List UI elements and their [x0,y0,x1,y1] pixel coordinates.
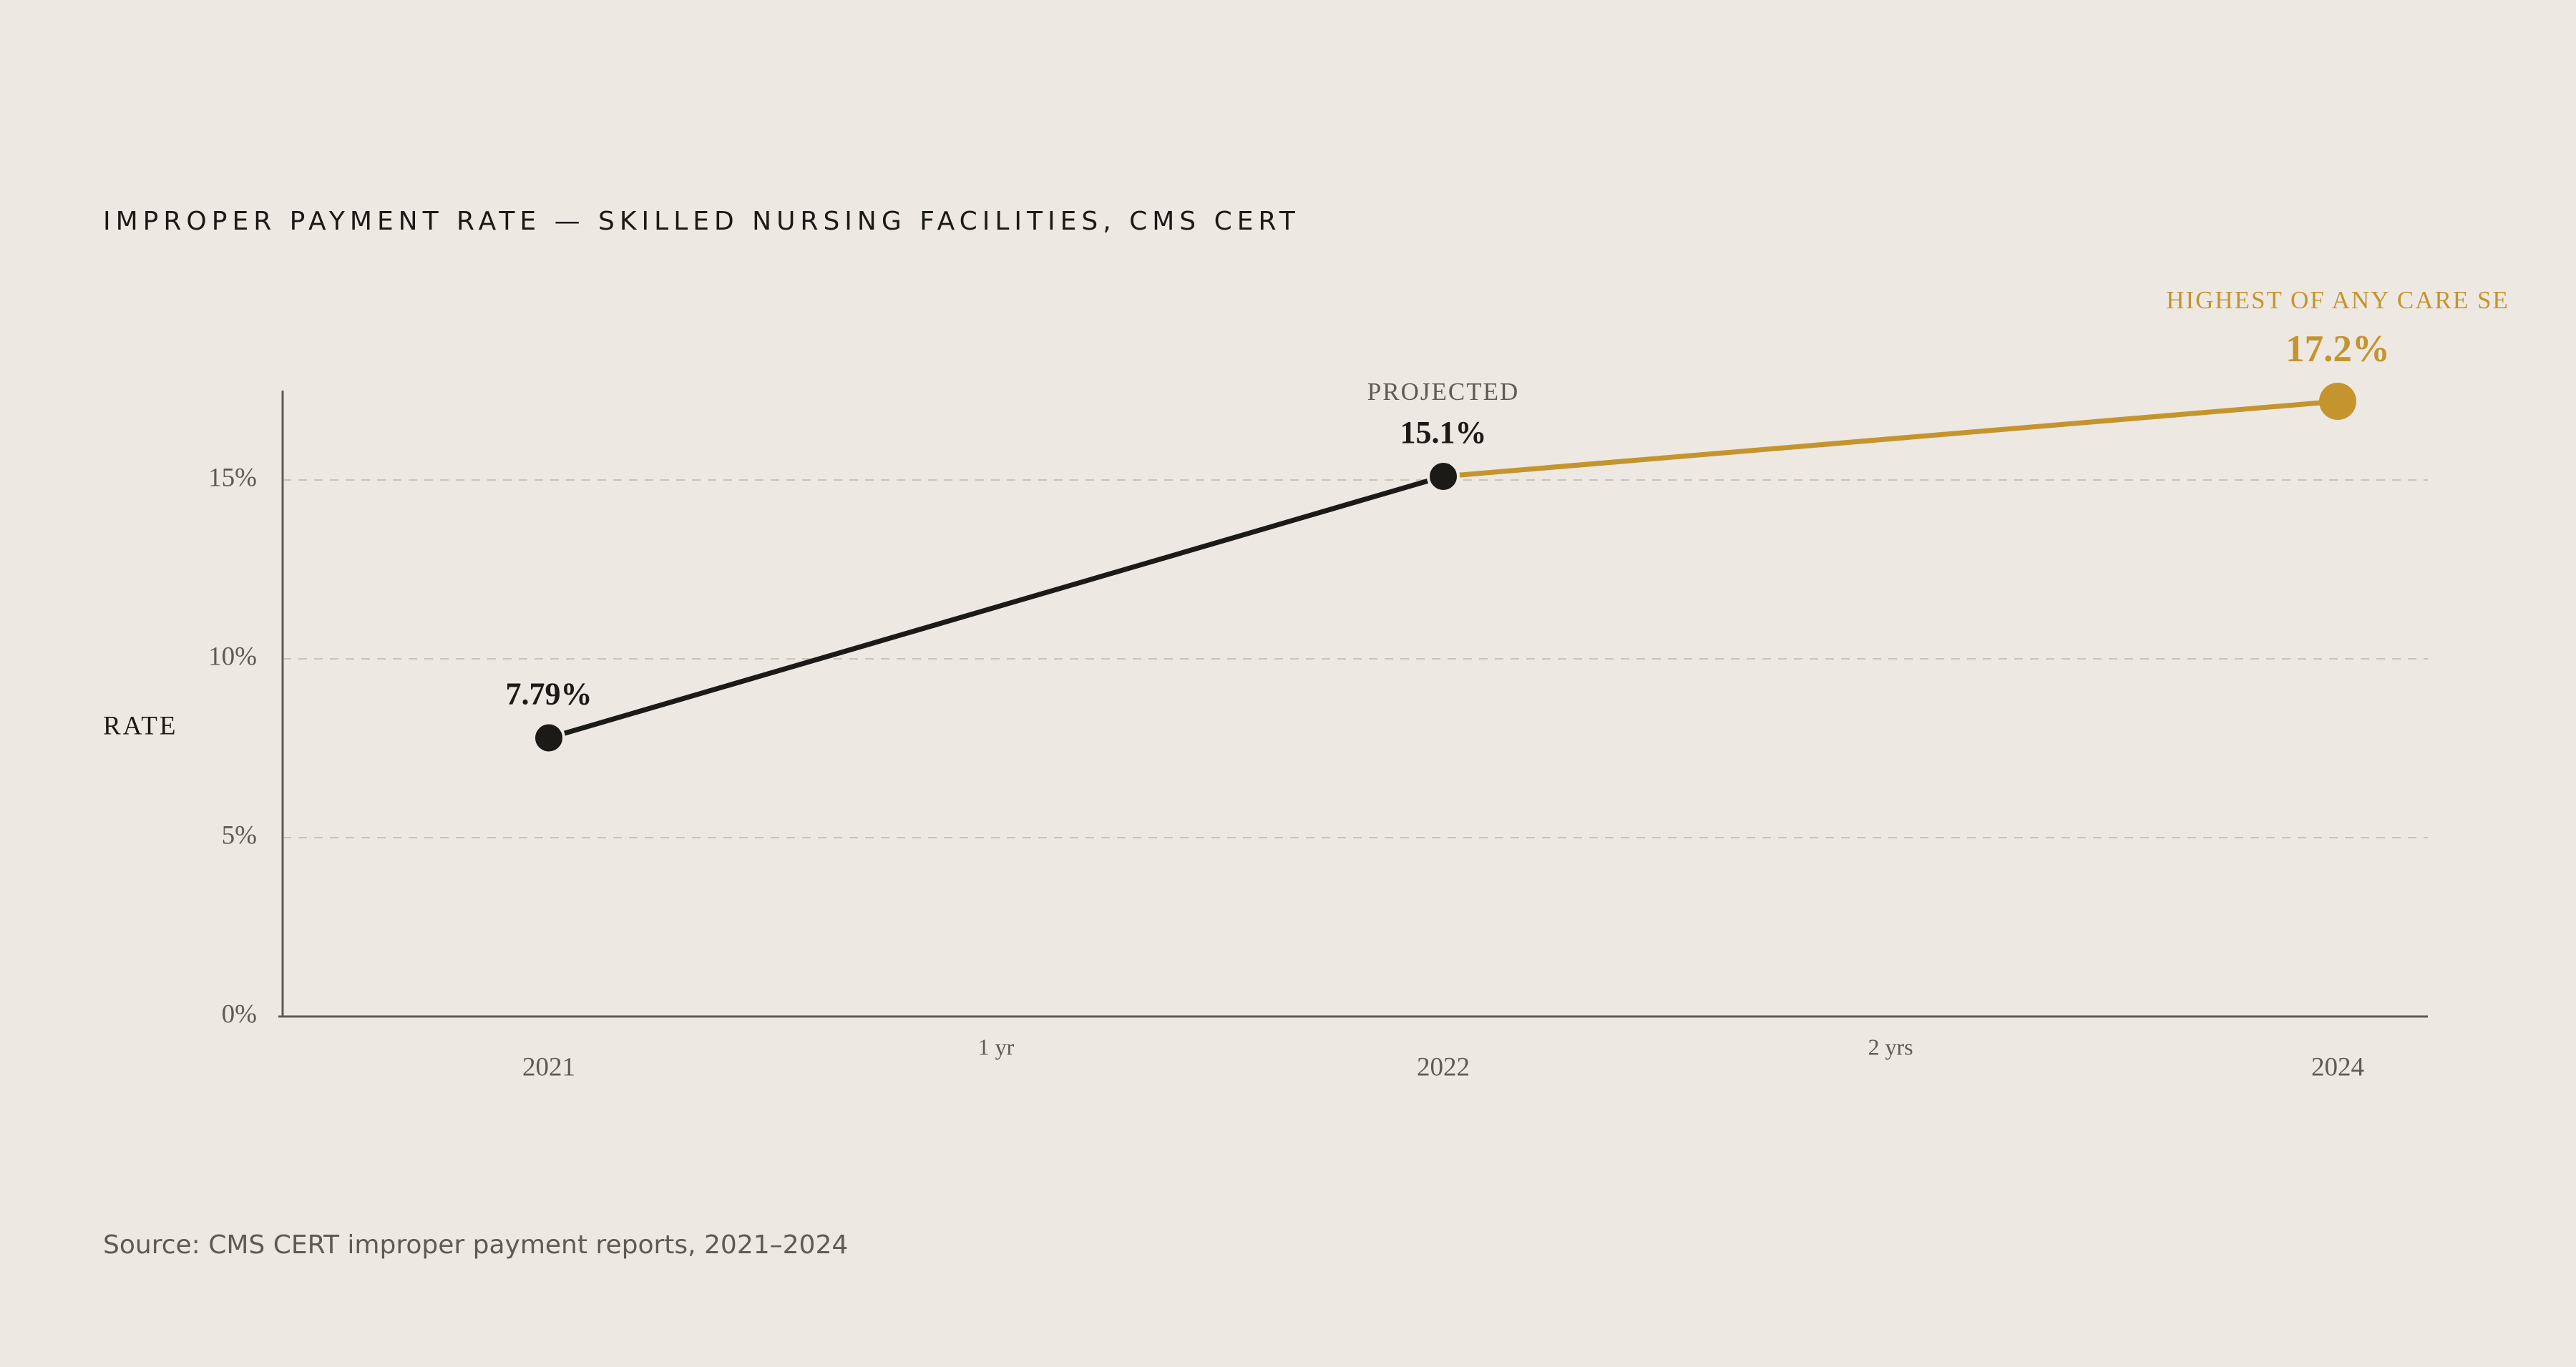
value-label: 7.79% [506,677,592,712]
data-point [2319,383,2356,420]
point-note: HIGHEST OF ANY CARE SE [2166,286,2509,314]
line-segment [1440,398,2341,479]
line-segment [546,474,1446,740]
y-tick-label: 0% [222,999,257,1029]
x-tick-label: 2021 [522,1052,575,1082]
point-note: PROJECTED [1367,378,1519,406]
x-tick-label: 2024 [2311,1052,2364,1082]
value-label: 17.2% [2285,328,2390,370]
data-point [1427,460,1460,493]
x-tick-label: 2022 [1417,1052,1470,1082]
chart-title: IMPROPER PAYMENT RATE — SKILLED NURSING … [103,207,1300,236]
y-tick-label: 10% [208,642,257,671]
gap-label: 2 yrs [1868,1034,1913,1059]
y-tick-label: 5% [222,820,257,850]
gap-label: 1 yr [978,1034,1015,1059]
source-note: Source: CMS CERT improper payment report… [103,1230,848,1260]
value-label: 15.1% [1400,415,1487,450]
y-axis-label: RATE [103,711,178,740]
data-point [532,721,565,755]
y-tick-label: 15% [208,463,257,492]
